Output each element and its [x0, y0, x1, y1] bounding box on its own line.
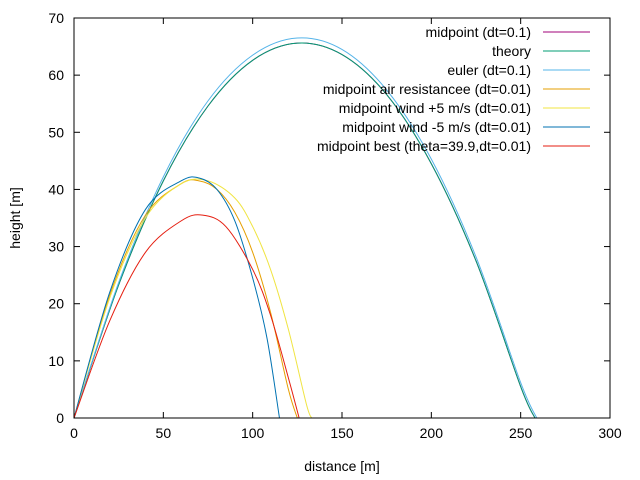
legend: midpoint (dt=0.1) theory euler (dt=0.1) mid… [317, 24, 590, 154]
x-tick-label: 250 [509, 425, 533, 441]
series-line-4 [73, 178, 313, 419]
y-axis-label: height [m] [7, 187, 23, 248]
x-tick-label: 150 [330, 425, 354, 441]
legend-label: euler (dt=0.1) [447, 62, 531, 78]
x-axis-label: distance [m] [304, 458, 379, 474]
y-tick-label: 10 [48, 353, 64, 369]
y-tick-label: 50 [48, 124, 64, 140]
legend-label: midpoint wind -5 m/s (dt=0.01) [342, 119, 531, 135]
y-tick-label: 60 [48, 67, 64, 83]
series-line-6 [73, 214, 300, 419]
plot-frame [73, 17, 611, 419]
legend-label: midpoint air resistancee (dt=0.01) [323, 81, 531, 97]
legend-label: theory [492, 43, 531, 59]
legend-label: midpoint (dt=0.1) [426, 24, 531, 40]
x-tick-label: 200 [420, 425, 444, 441]
y-tick-label: 0 [56, 410, 64, 426]
plot-area [73, 37, 538, 419]
legend-label: midpoint best (theta=39.9,dt=0.01) [317, 138, 531, 154]
x-tick-label: 100 [241, 425, 265, 441]
y-tick-label: 30 [48, 239, 64, 255]
axis-ticks: 0 50 100 150 200 250 300 0 10 20 30 40 50 60 70 [48, 10, 621, 441]
y-tick-label: 70 [48, 10, 64, 26]
series-line-5 [73, 176, 280, 419]
x-tick-label: 50 [156, 425, 172, 441]
series-line-1 [73, 42, 536, 419]
y-tick-label: 40 [48, 181, 64, 197]
legend-label: midpoint wind +5 m/s (dt=0.01) [339, 100, 531, 116]
x-tick-label: 0 [70, 425, 78, 441]
x-tick-label: 300 [598, 425, 622, 441]
y-tick-label: 20 [48, 296, 64, 312]
